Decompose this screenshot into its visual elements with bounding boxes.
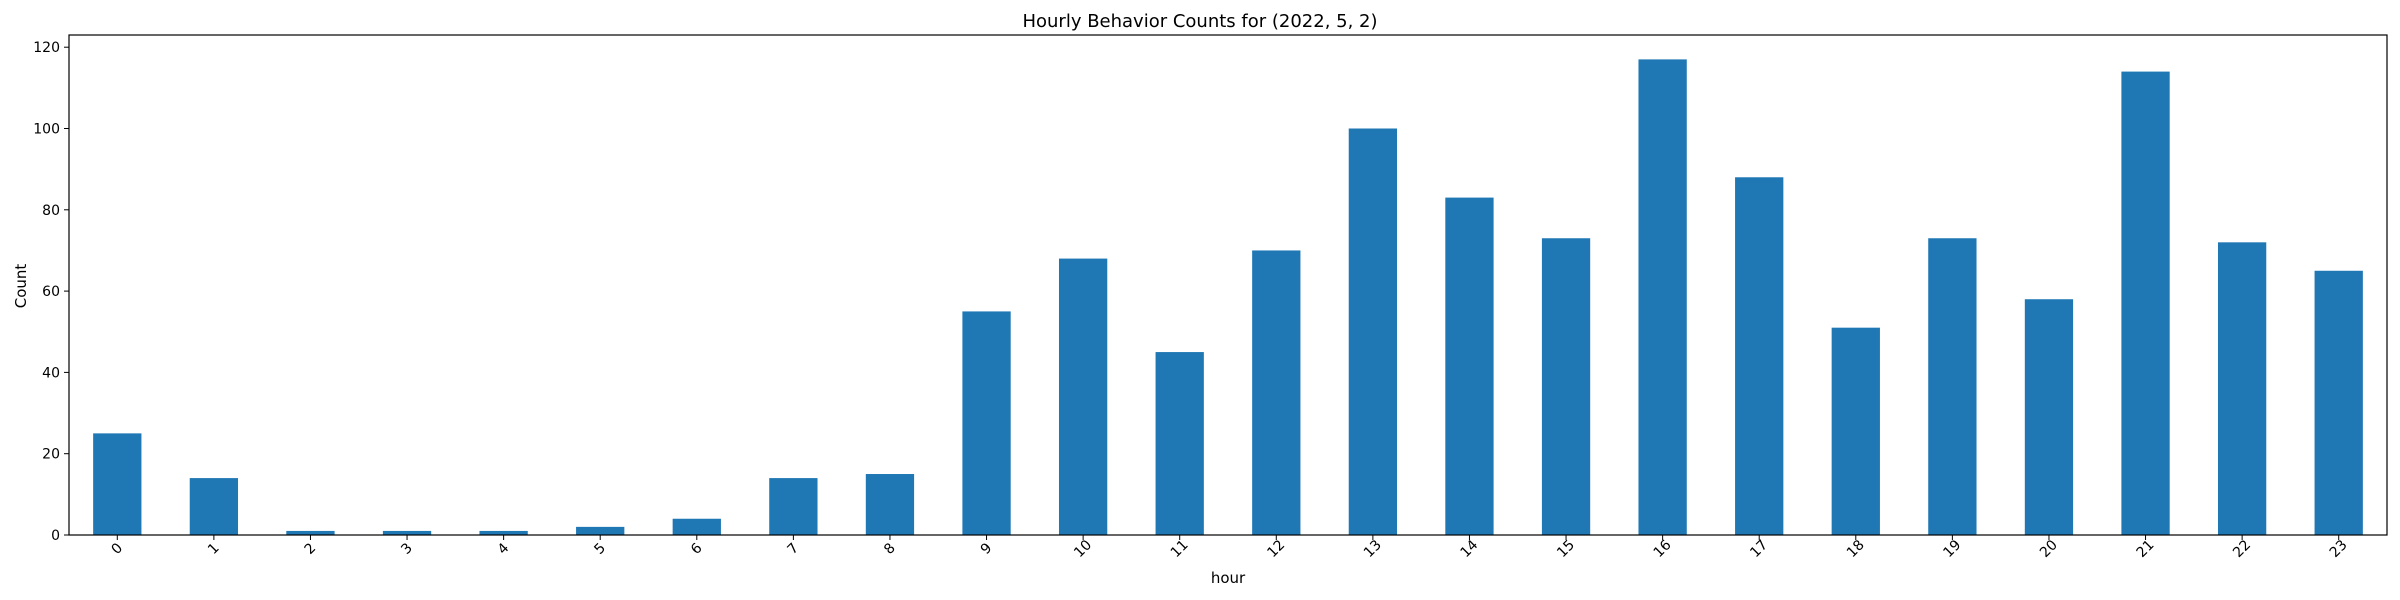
x-tick-label: 22 bbox=[2230, 537, 2254, 561]
x-tick-label: 4 bbox=[495, 540, 513, 558]
bar-hour-17 bbox=[1735, 177, 1784, 535]
x-tick-label: 14 bbox=[1457, 537, 1481, 561]
y-tick-label: 100 bbox=[33, 122, 60, 138]
y-axis: 0 20 40 60 80 100 120 bbox=[33, 40, 69, 544]
y-tick-label: 60 bbox=[42, 284, 60, 300]
chart-title: Hourly Behavior Counts for (2022, 5, 2) bbox=[1022, 11, 1377, 32]
bar-hour-18 bbox=[1831, 327, 1880, 535]
x-tick-label: 2 bbox=[302, 540, 320, 558]
y-tick-label: 0 bbox=[51, 528, 60, 544]
x-tick-label: 5 bbox=[591, 540, 609, 558]
x-tick-label: 0 bbox=[108, 540, 126, 558]
x-tick-label: 10 bbox=[1071, 537, 1095, 561]
x-tick-label: 19 bbox=[1940, 537, 1964, 561]
x-tick-label: 3 bbox=[398, 540, 416, 558]
x-tick-label: 9 bbox=[978, 540, 996, 558]
x-tick-label: 16 bbox=[1651, 537, 1675, 561]
bar-hour-11 bbox=[1155, 352, 1204, 535]
bar-hour-5 bbox=[576, 526, 625, 535]
x-axis-label: hour bbox=[1211, 569, 1246, 587]
x-tick-label: 11 bbox=[1168, 537, 1192, 561]
y-tick-label: 120 bbox=[33, 40, 60, 56]
x-tick-label: 15 bbox=[1554, 537, 1578, 561]
bar-hour-8 bbox=[865, 474, 915, 535]
x-tick-label: 20 bbox=[2037, 537, 2061, 561]
y-axis-label: Count bbox=[12, 264, 30, 309]
y-tick-label: 40 bbox=[42, 365, 60, 381]
bar-hour-9 bbox=[962, 311, 1011, 535]
bar-hour-15 bbox=[1541, 238, 1591, 535]
bar-hour-13 bbox=[1348, 128, 1398, 535]
bar-hour-4 bbox=[479, 530, 528, 535]
bar-hour-7 bbox=[769, 478, 818, 535]
bar-hour-1 bbox=[189, 478, 239, 535]
x-tick-label: 17 bbox=[1747, 537, 1771, 561]
bar-hour-21 bbox=[2121, 71, 2170, 535]
plot-frame bbox=[68, 34, 2388, 536]
bar-hour-12 bbox=[1252, 250, 1301, 535]
bar-series bbox=[93, 59, 2363, 535]
x-tick-label: 13 bbox=[1361, 537, 1385, 561]
bar-hour-14 bbox=[1445, 197, 1494, 535]
bar-hour-16 bbox=[1638, 59, 1687, 535]
y-tick-label: 80 bbox=[42, 203, 60, 219]
x-tick-label: 6 bbox=[688, 540, 706, 558]
bar-hour-0 bbox=[93, 433, 142, 535]
x-tick-label: 21 bbox=[2134, 537, 2158, 561]
x-tick-label: 8 bbox=[881, 540, 899, 558]
bar-hour-19 bbox=[1928, 238, 1977, 535]
x-axis: 0 1 2 3 4 5 6 7 8 9 10 11 12 13 14 15 16 17 18 19 20 21 22 23 bbox=[108, 535, 2351, 561]
bar-hour-10 bbox=[1058, 258, 1108, 535]
x-tick-label: 7 bbox=[785, 540, 803, 558]
bar-hour-2 bbox=[286, 530, 335, 535]
x-tick-label: 1 bbox=[205, 540, 223, 558]
bar-hour-23 bbox=[2314, 270, 2363, 535]
bar-hour-3 bbox=[382, 530, 432, 535]
bar-hour-20 bbox=[2024, 299, 2074, 535]
x-tick-label: 18 bbox=[1844, 537, 1868, 561]
y-tick-label: 20 bbox=[42, 447, 60, 463]
x-tick-label: 12 bbox=[1264, 537, 1288, 561]
x-tick-label: 23 bbox=[2327, 537, 2351, 561]
bar-hour-6 bbox=[672, 518, 721, 535]
bar-hour-22 bbox=[2217, 242, 2267, 535]
